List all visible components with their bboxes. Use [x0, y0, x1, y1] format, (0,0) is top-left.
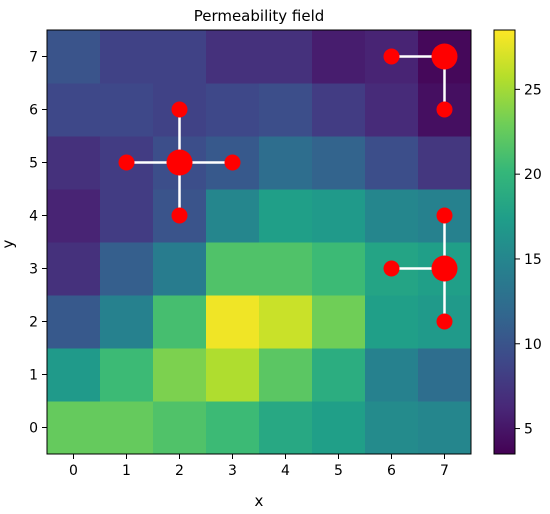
colorbar-tick-label: 25 — [524, 82, 542, 98]
satellite-well-marker — [224, 154, 241, 171]
heatmap-cell — [153, 401, 207, 455]
heatmap-cell — [365, 136, 419, 190]
heatmap-cell — [312, 30, 366, 84]
y-tick-label: 1 — [29, 368, 38, 384]
heatmap-cell — [206, 295, 260, 349]
heatmap-cell — [259, 295, 313, 349]
heatmap-cell — [153, 348, 207, 402]
heatmap-cell — [259, 83, 313, 137]
colorbar-tick-label: 5 — [524, 422, 533, 438]
heatmap-cell — [153, 30, 207, 84]
heatmap-cell — [100, 83, 154, 137]
x-axis-label: x — [255, 492, 264, 510]
chart-title: Permeability field — [194, 7, 325, 25]
satellite-well-marker — [436, 313, 453, 330]
heatmap-cell — [365, 348, 419, 402]
y-tick-label: 5 — [29, 156, 38, 172]
x-tick-label: 1 — [122, 463, 131, 479]
heatmap-cell — [47, 348, 101, 402]
well-markers — [118, 43, 458, 330]
y-tick-label: 4 — [29, 209, 38, 225]
x-tick-label: 7 — [440, 463, 449, 479]
colorbar-tick-label: 10 — [524, 337, 542, 353]
heatmap-cell — [47, 189, 101, 243]
heatmap-cell — [312, 189, 366, 243]
heatmap-cell — [47, 401, 101, 455]
y-tick-label: 0 — [29, 421, 38, 437]
heatmap-cell — [259, 348, 313, 402]
heatmap-cell — [312, 136, 366, 190]
heatmap-cell — [312, 348, 366, 402]
satellite-well-marker — [118, 154, 135, 171]
heatmap-cell — [259, 189, 313, 243]
heatmap-cell — [312, 83, 366, 137]
main-well-marker — [431, 43, 458, 70]
satellite-well-marker — [171, 101, 188, 118]
heatmap-cell — [206, 189, 260, 243]
heatmap-cell — [259, 242, 313, 296]
heatmap-cell — [365, 295, 419, 349]
heatmap-cell — [365, 83, 419, 137]
x-tick-label: 4 — [281, 463, 290, 479]
heatmap-cell — [365, 401, 419, 455]
heatmap-cell — [312, 295, 366, 349]
heatmap-cell — [206, 242, 260, 296]
satellite-well-marker — [383, 260, 400, 277]
satellite-well-marker — [436, 101, 453, 118]
heatmap-cell — [206, 30, 260, 84]
plot-frame — [46, 29, 472, 455]
heatmap-cell — [206, 401, 260, 455]
main-well-marker — [166, 149, 193, 176]
x-tick-label: 2 — [175, 463, 184, 479]
heatmap-cell — [100, 30, 154, 84]
colorbar-tick-label: 20 — [524, 167, 542, 183]
satellite-well-marker — [171, 207, 188, 224]
colorbar-ticks: 5 10 15 20 25 — [515, 82, 542, 438]
main-well-marker — [431, 255, 458, 282]
y-axis-label: y — [0, 239, 17, 248]
y-axis-ticks: 0 1 2 3 4 5 6 7 — [29, 50, 47, 437]
heatmap-cell — [259, 401, 313, 455]
colorbar-tick-label: 15 — [524, 252, 542, 268]
heatmap-cell — [206, 348, 260, 402]
heatmap-cell — [100, 295, 154, 349]
heatmap-cell — [312, 242, 366, 296]
heatmap-cell — [418, 348, 472, 402]
y-tick-label: 7 — [29, 50, 38, 66]
heatmap-cell — [418, 401, 472, 455]
heatmap-cell — [100, 189, 154, 243]
y-tick-label: 2 — [29, 315, 38, 331]
heatmap-cell — [47, 242, 101, 296]
heatmap-cell — [418, 136, 472, 190]
x-tick-label: 6 — [387, 463, 396, 479]
heatmap-cell — [259, 30, 313, 84]
heatmap-cell — [47, 136, 101, 190]
satellite-well-marker — [436, 207, 453, 224]
heatmap-cell — [47, 295, 101, 349]
y-tick-label: 6 — [29, 103, 38, 119]
heatmap-cell — [47, 30, 101, 84]
heatmap-cells — [47, 30, 472, 455]
heatmap-cell — [312, 401, 366, 455]
heatmap-cell — [100, 401, 154, 455]
x-tick-label: 3 — [228, 463, 237, 479]
heatmap-cell — [47, 83, 101, 137]
satellite-well-marker — [383, 48, 400, 65]
x-tick-label: 5 — [334, 463, 343, 479]
heatmap-cell — [153, 295, 207, 349]
heatmap-cell — [259, 136, 313, 190]
x-axis-ticks: 0 1 2 3 4 5 6 7 — [69, 454, 449, 479]
heatmap-cell — [153, 242, 207, 296]
heatmap-cell — [100, 348, 154, 402]
heatmap-cell — [100, 242, 154, 296]
colorbar — [493, 29, 516, 455]
heatmap-cell — [365, 189, 419, 243]
y-tick-label: 3 — [29, 262, 38, 278]
x-tick-label: 0 — [69, 463, 78, 479]
heatmap-cell — [206, 83, 260, 137]
